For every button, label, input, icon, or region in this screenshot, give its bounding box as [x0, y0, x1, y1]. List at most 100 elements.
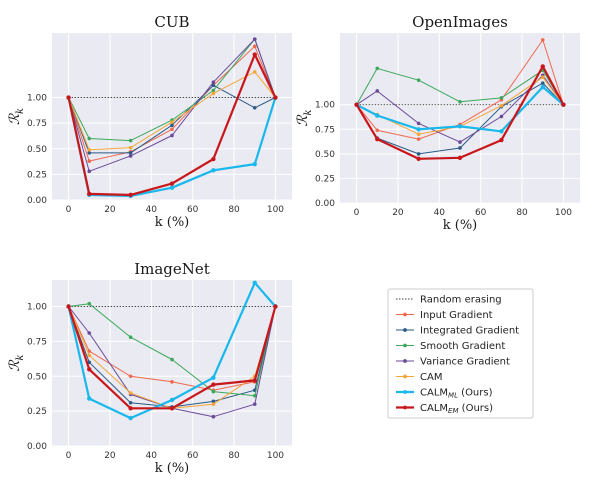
data-point-calm_em	[252, 378, 257, 383]
x-tick-label: 40	[146, 451, 158, 461]
data-point-calm_em	[128, 406, 133, 411]
data-point-calm_em	[211, 156, 216, 162]
y-tick-label: 1.00	[27, 94, 47, 104]
data-point-cam	[211, 402, 216, 406]
data-point-calm_em	[87, 191, 92, 197]
data-point-calm_ml	[540, 84, 545, 90]
data-point-calm_em	[354, 102, 359, 107]
legend-label: Variance Gradient	[420, 357, 510, 368]
data-point-input	[252, 44, 257, 49]
x-tick-label: 0	[66, 451, 72, 461]
y-tick-label: 1.00	[27, 303, 47, 313]
data-point-smooth	[128, 335, 133, 339]
series-calm_ml	[66, 280, 278, 421]
x-tick-label: 100	[555, 208, 572, 218]
legend-item-calm_em: CALMEM (Ours)	[396, 403, 493, 415]
legend-item-integrated: Integrated Gradient	[396, 326, 519, 337]
x-tick-label: 20	[104, 451, 116, 461]
data-point-input	[170, 380, 174, 384]
data-point-calm_ml	[128, 415, 133, 421]
data-point-input	[128, 374, 133, 379]
x-tick-label: 0	[354, 208, 360, 218]
series-calm_em	[66, 52, 278, 198]
data-point-variance	[499, 114, 504, 119]
y-tick-label: 0.75	[315, 125, 335, 135]
chart-panel-cub: 0 20 40 60 80 100 0.00 0.25 0.50 0.75 1.00 CUB k (%)…	[7, 13, 292, 230]
legend-item-calm_ml: CALMML (Ours)	[396, 388, 493, 400]
data-point-calm_em	[87, 367, 92, 372]
y-tick-label: 0.00	[27, 196, 47, 206]
data-point-integrated	[128, 400, 133, 405]
y-tick-label: 0.50	[27, 145, 47, 155]
y-tick-label: 0.00	[27, 442, 47, 452]
data-point-cam	[416, 132, 421, 137]
data-point-cam	[128, 391, 133, 395]
x-tick-label: 0	[66, 205, 72, 215]
data-point-variance	[252, 402, 257, 406]
legend-marker	[403, 374, 407, 379]
x-tick-label: 60	[187, 205, 199, 215]
data-point-variance	[211, 414, 216, 419]
data-point-calm_em	[416, 156, 421, 161]
data-point-calm_ml	[457, 124, 463, 129]
data-point-calm_ml	[416, 127, 421, 132]
data-point-integrated	[211, 83, 216, 88]
y-axis-label: ℛk	[295, 109, 314, 126]
legend-item-cam: CAM	[396, 372, 442, 383]
data-point-variance	[87, 169, 92, 174]
x-tick-label: 40	[434, 208, 446, 218]
data-point-calm_em	[66, 304, 71, 309]
data-point-smooth	[211, 88, 216, 93]
data-point-calm_em	[457, 155, 463, 160]
x-tick-label: 100	[267, 451, 284, 461]
x-axis-label: k (%)	[155, 461, 190, 476]
chart-panel-openimages: 0 20 40 60 80 100 0.00 0.25 0.50 0.75 1.00 OpenImag…	[295, 13, 580, 233]
series-calm_em	[354, 64, 566, 161]
legend-marker	[403, 405, 407, 410]
data-point-smooth	[87, 136, 92, 141]
data-point-calm_ml	[169, 185, 175, 190]
legend-marker	[403, 359, 407, 363]
data-point-variance	[170, 133, 174, 138]
y-tick-label: 0.00	[315, 199, 335, 209]
x-axis-label: k (%)	[155, 215, 190, 230]
y-axis-label: ℛk	[7, 108, 26, 125]
legend-marker	[403, 390, 407, 394]
data-point-integrated	[416, 152, 421, 156]
data-point-integrated	[211, 399, 216, 404]
chart-title: CUB	[154, 13, 189, 31]
data-point-cam	[87, 147, 92, 152]
legend-label: Smooth Gradient	[420, 341, 505, 352]
data-point-calm_ml	[375, 113, 380, 118]
x-tick-label: 60	[475, 208, 487, 218]
data-point-integrated	[540, 81, 545, 85]
data-point-smooth	[128, 138, 133, 143]
data-point-smooth	[458, 99, 462, 104]
data-point-variance	[128, 154, 133, 158]
chart-title: ImageNet	[134, 260, 210, 278]
legend-box	[387, 288, 534, 419]
series-calm_em	[66, 304, 278, 411]
y-tick-label: 0.75	[27, 337, 47, 347]
legend-label: CALMML (Ours)	[420, 388, 493, 400]
data-point-variance	[87, 331, 92, 335]
data-point-variance	[252, 37, 257, 41]
legend-marker	[403, 312, 407, 317]
data-point-integrated	[458, 146, 462, 150]
chart-title: OpenImages	[412, 13, 508, 31]
data-point-calm_ml	[169, 397, 175, 403]
data-point-calm_em	[169, 406, 175, 411]
legend-label: CALMEM (Ours)	[420, 403, 493, 415]
legend-label: Random erasing	[420, 295, 502, 306]
legend-label: Integrated Gradient	[420, 326, 519, 337]
data-point-calm_em	[169, 181, 175, 186]
plot-area	[52, 280, 292, 446]
data-point-smooth	[416, 78, 421, 82]
data-point-smooth	[170, 357, 174, 362]
data-point-calm_em	[273, 304, 278, 309]
data-point-calm_ml	[211, 168, 216, 173]
y-tick-label: 0.50	[315, 150, 335, 160]
data-point-cam	[540, 75, 545, 80]
data-point-calm_em	[273, 95, 278, 100]
